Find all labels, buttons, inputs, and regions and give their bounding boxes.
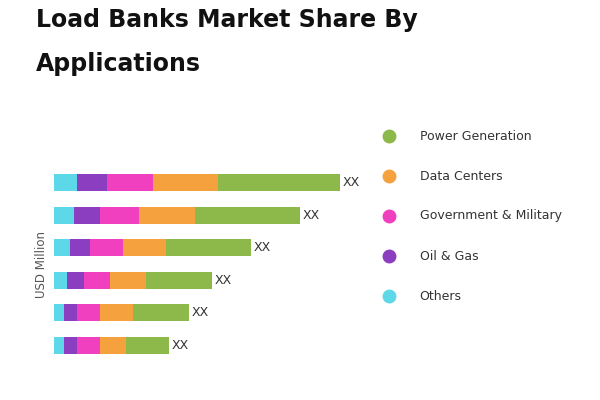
Text: XX: XX [191,306,209,319]
Bar [77,337,100,354]
Text: XX: XX [254,241,271,254]
Bar [83,272,110,289]
Y-axis label: USD Million: USD Million [35,230,49,298]
Text: Load Banks Market Share By: Load Banks Market Share By [36,8,418,32]
Text: Government & Military: Government & Military [419,210,562,222]
Bar [54,272,67,289]
Bar [67,272,83,289]
Bar [54,174,77,191]
Text: Data Centers: Data Centers [419,170,502,182]
Bar [90,239,123,256]
Bar [107,174,152,191]
Bar [195,207,301,224]
Text: Oil & Gas: Oil & Gas [419,250,478,262]
Bar [126,337,169,354]
Bar [77,304,100,321]
Bar [77,174,107,191]
Bar [64,304,77,321]
Bar [146,272,212,289]
Text: XX: XX [172,339,189,352]
Bar [123,239,166,256]
Text: Power Generation: Power Generation [419,130,531,142]
Bar [139,207,195,224]
Bar [64,337,77,354]
Bar [74,207,100,224]
Text: Others: Others [419,290,461,302]
Bar [152,174,218,191]
Bar [166,239,251,256]
Bar [70,239,90,256]
Bar [100,304,133,321]
Bar [110,272,146,289]
Bar [54,207,74,224]
Bar [54,337,64,354]
Text: XX: XX [214,274,232,287]
Bar [100,337,126,354]
Text: Applications: Applications [36,52,201,76]
Bar [54,239,70,256]
Bar [100,207,139,224]
Bar [133,304,188,321]
Bar [54,304,64,321]
Bar [218,174,340,191]
Text: XX: XX [303,209,320,222]
Text: XX: XX [343,176,359,189]
